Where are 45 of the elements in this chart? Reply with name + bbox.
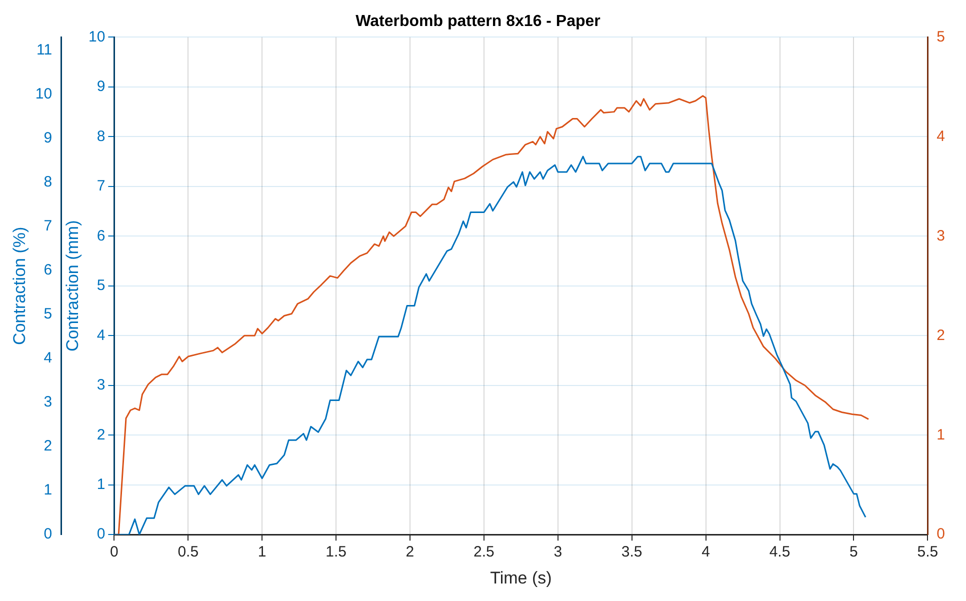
y3-tick-label: 11 <box>36 42 52 59</box>
y3-tick-label: 10 <box>35 86 52 103</box>
x-tick-label: 3 <box>554 544 562 561</box>
x-tick-label: 1 <box>258 544 266 561</box>
y3-tick-label: 0 <box>44 526 52 543</box>
x-tick-label: 1.5 <box>326 544 346 561</box>
x-tick-label: 2 <box>406 544 414 561</box>
x-axis-title: Time (s) <box>490 568 552 588</box>
x-tick-label: 2.5 <box>474 544 494 561</box>
x-tick-label: 4 <box>702 544 710 561</box>
x-tick-label: 3.5 <box>621 544 642 561</box>
y3-tick-label: 2 <box>44 438 52 455</box>
x-tick-label: 0 <box>110 544 118 561</box>
y-tick-label: 5 <box>96 277 106 294</box>
x-tick-label: 0.5 <box>178 544 199 561</box>
y-tick-label: 8 <box>96 128 106 145</box>
y-tick-label: 2 <box>96 426 106 444</box>
y3-tick-label: 6 <box>44 262 52 279</box>
x-tick-label: 4.5 <box>769 544 790 561</box>
y-tick-label: 10 <box>88 28 106 46</box>
x-tick-label: 5.5 <box>917 544 938 561</box>
y2-tick-label: 1 <box>936 426 945 444</box>
y3-tick-label: 7 <box>44 218 52 235</box>
y2-tick-label: 2 <box>936 326 945 344</box>
y3-axis-title: Contraction (%) <box>10 226 29 345</box>
y-axis-title: Contraction (mm) <box>62 220 82 352</box>
chart-title: Waterbomb pattern 8x16 - Paper <box>356 13 600 30</box>
y3-tick-label: 8 <box>44 174 52 191</box>
y2-tick-label: 0 <box>936 526 945 543</box>
y2-tick-label: 4 <box>936 128 945 145</box>
y2-tick-label: 5 <box>936 28 945 46</box>
y-tick-label: 3 <box>96 376 106 394</box>
y3-tick-label: 1 <box>44 482 52 499</box>
y2-tick-label: 3 <box>936 227 945 244</box>
y3-tick-label: 3 <box>44 394 52 411</box>
y-tick-label: 4 <box>96 326 106 344</box>
y-tick-label: 0 <box>96 526 106 543</box>
y3-tick-label: 9 <box>44 130 52 147</box>
y-tick-label: 6 <box>96 227 106 244</box>
y-tick-label: 7 <box>96 178 106 195</box>
y3-tick-label: 5 <box>44 306 52 323</box>
y-tick-label: 1 <box>96 476 106 493</box>
y3-tick-label: 4 <box>44 350 52 367</box>
y-tick-label: 9 <box>96 78 106 96</box>
x-tick-label: 5 <box>850 544 858 561</box>
